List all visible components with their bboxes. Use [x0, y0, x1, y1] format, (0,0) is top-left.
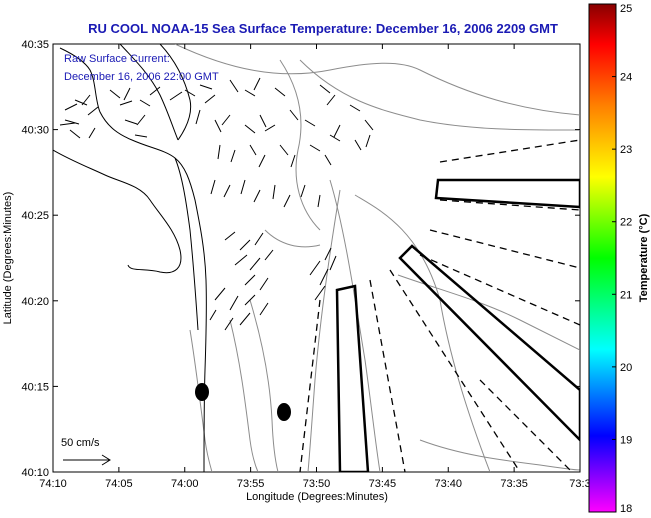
temperature-colorbar — [588, 3, 617, 513]
vector-group-south — [210, 179, 321, 208]
contour-line — [329, 179, 381, 472]
colorbar-tick-label: 20 — [620, 362, 632, 374]
shipping-lane-dashes — [299, 139, 580, 472]
dashed-lane-line — [419, 254, 580, 326]
dashed-lane-line — [369, 279, 406, 472]
contour-line — [264, 229, 321, 248]
contour-line — [397, 274, 580, 351]
vector-group-bay-east — [109, 86, 161, 138]
coastline-raritan-bay — [119, 44, 179, 141]
y-tick-label: 40:35 — [21, 39, 49, 51]
black-spot-marker — [195, 383, 209, 401]
x-axis-ticks: 74:10 74:05 74:00 73:55 73:50 73:45 73:40 73:35… — [39, 44, 591, 490]
coastline-sandy-hook — [174, 157, 199, 331]
lane-ambrose — [434, 178, 580, 209]
contour-line — [174, 44, 580, 116]
map-plot-area — [52, 43, 581, 473]
y-axis-label: Latitude (Degrees:Minutes) — [2, 192, 14, 325]
map-layers — [53, 44, 580, 472]
coastline-new-jersey — [59, 47, 207, 472]
dashed-lane-line — [479, 379, 571, 471]
scale-arrow-label: 50 cm/s — [61, 437, 100, 449]
vector-group-channel — [309, 247, 337, 301]
coastline — [53, 44, 207, 472]
figure-title: RU COOL NOAA-15 Sea Surface Temperature:… — [88, 21, 558, 36]
colorbar-tick-label: 18 — [620, 503, 632, 515]
colorbar-tick-label: 22 — [620, 217, 632, 229]
black-spot-marker — [277, 403, 291, 421]
lane-southeast — [398, 244, 580, 442]
colorbar-tick-label: 24 — [620, 72, 632, 84]
vector-group-north-mid — [195, 109, 316, 134]
contour-line — [249, 299, 279, 472]
colorbar-ticks: 25 24 23 22 21 20 19 18 — [612, 3, 632, 515]
coastline-inner-shore — [53, 149, 182, 274]
colorbar-tick-label: 21 — [620, 289, 632, 301]
colorbar-tick-label: 25 — [620, 3, 632, 15]
colorbar-tick-label: 23 — [620, 144, 632, 156]
vector-group-east — [319, 84, 374, 151]
contour-line — [307, 189, 341, 472]
y-tick-label: 40:10 — [21, 467, 49, 479]
x-tick-label: 73:40 — [434, 478, 462, 490]
shipping-lane-outlines — [335, 178, 580, 472]
y-tick-label: 40:25 — [21, 210, 49, 222]
vector-group-south-3 — [209, 287, 269, 331]
x-tick-label: 73:45 — [369, 478, 397, 490]
vector-group-bay — [59, 94, 99, 139]
contour-line — [229, 319, 259, 472]
colorbar-tick-label: 19 — [620, 434, 632, 446]
x-tick-label: 73:3 — [569, 478, 590, 490]
x-tick-label: 74:05 — [105, 478, 133, 490]
dashed-lane-line — [389, 269, 521, 472]
vector-group-north — [169, 77, 286, 104]
x-tick-label: 73:55 — [237, 478, 265, 490]
x-tick-label: 73:35 — [500, 478, 528, 490]
colorbar-label: Temperature (°C) — [638, 213, 650, 302]
y-tick-label: 40:15 — [21, 381, 49, 393]
contour-line — [419, 439, 580, 471]
raw-current-timestamp: December 16, 2006 22:00 GMT — [64, 71, 219, 83]
lane-south — [335, 284, 370, 472]
contour-line — [299, 59, 580, 131]
y-tick-label: 40:30 — [21, 125, 49, 137]
raw-current-label: Raw Surface Current: — [64, 53, 170, 65]
coastline-staten-island — [159, 44, 192, 141]
contour-line — [279, 59, 321, 231]
x-tick-label: 74:10 — [39, 478, 67, 490]
dashed-lane-line — [299, 299, 321, 472]
surface-current-vectors — [59, 77, 374, 331]
dashed-lane-line — [429, 229, 580, 269]
y-tick-label: 40:20 — [21, 296, 49, 308]
y-axis-ticks: 40:35 40:30 40:25 40:20 40:15 40:10 — [21, 39, 580, 479]
scale-arrow-icon — [63, 454, 111, 466]
x-tick-label: 73:50 — [303, 478, 331, 490]
x-axis-label: Longitude (Degrees:Minutes) — [246, 491, 388, 503]
vector-group-south-2 — [224, 231, 274, 291]
vector-group-mid — [217, 144, 332, 168]
x-tick-label: 74:00 — [171, 478, 199, 490]
